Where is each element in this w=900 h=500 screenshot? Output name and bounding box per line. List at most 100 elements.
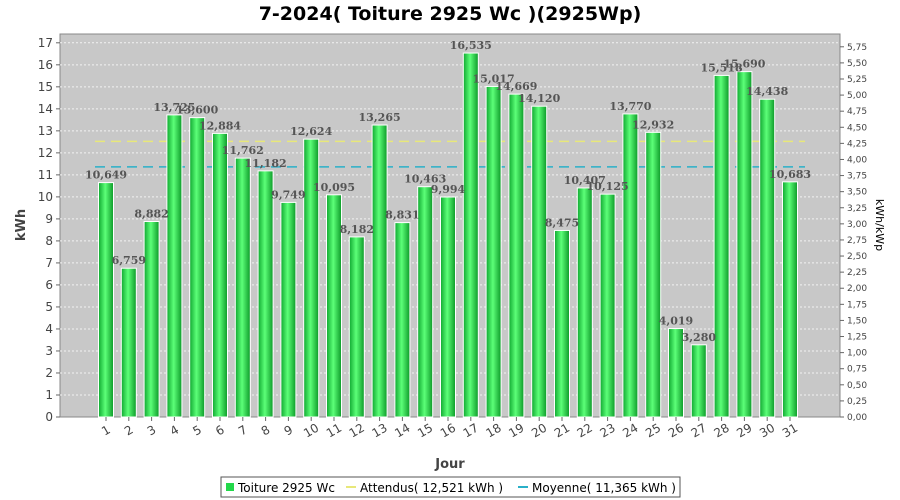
bar-day-4 (166, 114, 183, 418)
x-tick-label: 15 (415, 421, 435, 441)
y2-tick-label: 0,75 (847, 365, 867, 375)
x-tick-label: 11 (324, 421, 344, 441)
y-tick-label: 9 (45, 212, 53, 226)
x-tick-label: 18 (483, 421, 503, 441)
bar-day-22 (576, 187, 593, 418)
bar-day-3 (143, 220, 160, 418)
x-tick-label: 12 (347, 421, 367, 441)
y-tick-label: 12 (38, 146, 53, 160)
y2-tick-label: 5,25 (847, 75, 867, 85)
x-tick-label: 13 (369, 421, 389, 441)
bar-day-25 (645, 131, 662, 418)
x-tick-label: 4 (168, 423, 182, 439)
bar-day-6 (212, 132, 228, 418)
y2-tick-label: 4,50 (847, 123, 867, 133)
x-tick-label: 19 (506, 421, 526, 441)
y-tick-label: 16 (38, 58, 53, 72)
y2-tick-label: 4,25 (847, 139, 867, 149)
x-tick-label: 5 (190, 423, 204, 439)
value-label: 10,463 (404, 173, 446, 186)
value-label: 10,407 (564, 174, 606, 187)
x-tick-label: 2 (122, 423, 136, 439)
y2-tick-label: 0,50 (847, 381, 867, 391)
bar-day-31 (782, 181, 798, 418)
bars (98, 52, 798, 418)
value-label: 14,120 (518, 92, 560, 105)
y-tick-label: 0 (45, 410, 53, 424)
value-label: 10,125 (587, 180, 629, 193)
value-label: 16,535 (450, 39, 492, 52)
y2-tick-label: 1,50 (847, 316, 867, 326)
y2-axis-label: kWh/kWp (873, 199, 886, 251)
value-label: 8,475 (545, 216, 579, 229)
x-axis-label: Jour (434, 457, 465, 472)
value-label: 14,438 (746, 85, 788, 98)
value-label: 13,600 (176, 104, 218, 117)
x-tick-label: 7 (236, 423, 250, 439)
x-tick-label: 1 (99, 423, 113, 439)
legend-swatch-bars (226, 483, 234, 491)
value-label: 13,725 (153, 101, 195, 114)
x-tick-label: 6 (213, 423, 227, 439)
x-tick-label: 8 (259, 423, 273, 439)
value-label: 11,762 (222, 144, 264, 157)
x-tick-label: 14 (392, 421, 412, 441)
bar-day-24 (622, 113, 639, 418)
value-label: 15,518 (701, 61, 743, 74)
bar-day-13 (371, 124, 388, 418)
value-label: 3,280 (682, 331, 717, 344)
bar-day-27 (690, 344, 707, 418)
value-label: 10,649 (85, 169, 127, 182)
x-tick-label: 22 (575, 421, 595, 441)
bar-day-7 (234, 157, 251, 418)
y2-tick-label: 4,75 (847, 107, 867, 117)
legend: Toiture 2925 Wc Attendus( 12,521 kWh ) M… (220, 476, 681, 498)
legend-label-expected: Attendus( 12,521 kWh ) (360, 481, 503, 495)
x-tick-label: 26 (666, 421, 686, 441)
y-tick-label: 3 (45, 344, 53, 358)
value-label: 12,932 (632, 118, 674, 131)
bar-day-1 (98, 182, 114, 418)
bar-day-20 (531, 105, 548, 418)
x-tick-label: 27 (689, 421, 709, 441)
y2-tick-label: 5,50 (847, 59, 867, 69)
bar-day-15 (417, 186, 434, 418)
bar-day-17 (462, 52, 479, 418)
y2-tick-label: 1,00 (847, 349, 867, 359)
y-tick-label: 11 (38, 168, 53, 182)
y2-tick-label: 2,75 (847, 236, 867, 246)
x-axis-ticks: 1 2 3 4 5 6 7 8 9 10 11 12 13 14 15 16 17 18 19 20 21 22 23 24 2… (99, 417, 800, 440)
x-tick-label: 10 (301, 421, 321, 441)
y2-tick-label: 3,75 (847, 172, 867, 182)
y-tick-label: 2 (45, 366, 53, 380)
y2-tick-label: 2,00 (847, 284, 867, 294)
bar-day-29 (736, 71, 753, 418)
bar-day-21 (554, 229, 570, 418)
value-label: 14,669 (495, 80, 537, 93)
y-tick-label: 4 (45, 322, 53, 336)
bar-day-14 (394, 222, 411, 418)
y-tick-label: 5 (45, 300, 53, 314)
y-tick-label: 10 (38, 190, 53, 204)
legend-box (220, 476, 681, 498)
value-label: 10,683 (769, 168, 811, 181)
bar-day-5 (189, 117, 206, 418)
x-tick-label: 31 (780, 421, 800, 441)
bar-day-12 (348, 236, 365, 418)
value-label: 8,882 (134, 207, 168, 220)
value-label: 12,624 (290, 125, 332, 138)
bar-day-16 (440, 196, 456, 418)
bar-day-8 (257, 170, 274, 418)
bar-day-18 (485, 85, 502, 418)
chart-title: 7-2024( Toiture 2925 Wc )(2925Wp) (259, 3, 642, 25)
y-tick-label: 14 (38, 102, 53, 116)
bar-day-28 (713, 74, 730, 418)
x-tick-label: 20 (529, 421, 549, 441)
bar-day-30 (759, 98, 776, 418)
legend-label-average: Moyenne( 11,365 kWh ) (532, 481, 676, 495)
y2-tick-label: 2,50 (847, 252, 867, 262)
value-label: 10,095 (313, 181, 355, 194)
y-tick-label: 8 (45, 234, 53, 248)
